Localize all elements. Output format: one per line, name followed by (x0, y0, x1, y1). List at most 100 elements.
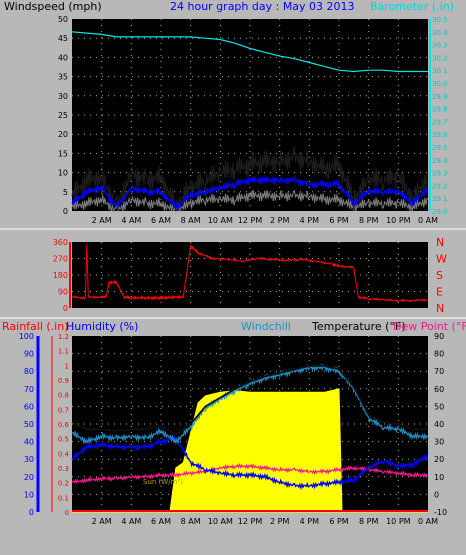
humidity-tick-label: 60 (24, 402, 34, 411)
temperature-tick-label: 90 (434, 332, 444, 341)
time-tick-label: 8 AM (181, 216, 201, 225)
compass-label: W (436, 253, 447, 266)
humidity-line (71, 434, 428, 490)
barometer-tick-label: 29.3 (432, 170, 448, 178)
time-tick-label: 4 AM (121, 517, 141, 526)
humidity-tick-label: 0 (29, 508, 34, 517)
windspeed-axis-label: Windspeed (mph) (4, 0, 102, 13)
windspeed-tick-label: 20 (58, 130, 68, 139)
windspeed-tick-label: 30 (58, 92, 68, 101)
rainfall-tick-label: 0.6 (58, 421, 70, 429)
humidity-tick-label: 30 (24, 455, 34, 464)
barometer-tick-label: 29.5 (432, 144, 448, 152)
time-tick-label: 4 PM (300, 216, 319, 225)
rainfall-tick-label: 0.3 (58, 465, 69, 473)
humidity-tick-label: 80 (24, 367, 34, 376)
rainfall-axis-label: Rainfall (.in) (2, 320, 69, 333)
rainfall-tick-label: 0.7 (58, 406, 69, 414)
time-tick-label: 2 AM (92, 517, 112, 526)
wind-gust-line (71, 145, 429, 212)
humidity-tick-label: 10 (24, 490, 34, 499)
barometer-tick-label: 29.2 (432, 182, 448, 190)
direction-tick-label: 360 (53, 238, 68, 247)
windspeed-tick-label: 25 (58, 111, 68, 120)
direction-tick-label: 180 (53, 271, 68, 280)
windspeed-tick-label: 10 (58, 169, 68, 178)
windspeed-tick-label: 0 (63, 207, 68, 216)
temperature-tick-label: 70 (434, 367, 444, 376)
direction-tick-label: 0 (63, 304, 68, 313)
time-tick-label: 8 AM (181, 517, 201, 526)
time-tick-label: 12 PM (238, 517, 263, 526)
barometer-tick-label: 30.0 (432, 80, 448, 88)
humidity-tick-label: 100 (19, 332, 34, 341)
rainfall-tick-label: 1.2 (58, 333, 69, 341)
wind-average-line (71, 176, 428, 211)
time-tick-label: 0 AM (418, 517, 438, 526)
time-tick-label: 10 PM (386, 517, 411, 526)
barometer-line (71, 31, 428, 73)
temperature-line (71, 364, 428, 436)
time-tick-label: 6 AM (151, 517, 171, 526)
barometer-tick-label: 30.1 (432, 67, 448, 75)
rainfall-tick-label: 0.5 (58, 436, 69, 444)
compass-label: E (436, 286, 443, 299)
wind-calm-line (71, 189, 429, 213)
time-tick-label: 6 PM (329, 517, 348, 526)
humidity-axis-label: Humidity (%) (66, 320, 138, 333)
windspeed-tick-label: 40 (58, 53, 68, 62)
time-tick-label: 10 AM (208, 517, 233, 526)
compass-label: S (436, 269, 443, 282)
barometer-tick-label: 30.3 (432, 42, 448, 50)
barometer-tick-label: 29.7 (432, 118, 448, 126)
dewpoint-legend: Dew Point (°F) (393, 320, 466, 333)
windspeed-tick-label: 45 (58, 34, 68, 43)
humidity-tick-label: 40 (24, 438, 34, 447)
time-tick-label: 10 AM (208, 216, 233, 225)
humidity-tick-label: 70 (24, 385, 34, 394)
direction-tick-label: 90 (58, 288, 68, 297)
time-tick-label: 4 AM (121, 216, 141, 225)
temperature-tick-label: 0 (434, 490, 439, 499)
windspeed-tick-label: 15 (58, 149, 68, 158)
compass-label: N (436, 302, 444, 315)
barometer-axis-label: Barometer (.in) (370, 0, 454, 13)
barometer-tick-label: 29.6 (432, 131, 448, 139)
rainfall-tick-label: 0.8 (58, 392, 69, 400)
rainfall-tick-label: 1.1 (58, 348, 69, 356)
rainfall-tick-label: 0.2 (58, 480, 69, 488)
windspeed-tick-label: 5 (63, 188, 68, 197)
direction-tick-label: 270 (53, 255, 68, 264)
compass-label: N (436, 236, 444, 249)
temperature-tick-label: 20 (434, 455, 444, 464)
temperature-tick-label: -10 (434, 508, 447, 517)
time-tick-label: 6 PM (329, 216, 348, 225)
windchill-legend: Windchill (241, 320, 291, 333)
barometer-tick-label: 29.9 (432, 93, 448, 101)
windchill-line (71, 363, 429, 445)
time-tick-label: 2 PM (270, 216, 289, 225)
rainfall-tick-label: 0.1 (58, 494, 69, 502)
humidity-tick-label: 20 (24, 473, 34, 482)
dewpoint-line (71, 462, 429, 485)
time-tick-label: 4 PM (300, 517, 319, 526)
sun-label: Sun (W/m²) (143, 478, 183, 486)
humidity-tick-label: 50 (24, 420, 34, 429)
temperature-axis-label: Temperature (°F) (311, 320, 406, 333)
time-tick-label: 2 AM (92, 216, 112, 225)
temperature-tick-label: 60 (434, 385, 444, 394)
temperature-tick-label: 80 (434, 350, 444, 359)
temperature-tick-label: 50 (434, 402, 444, 411)
humidity-tick-label: 90 (24, 350, 34, 359)
windspeed-tick-label: 50 (58, 15, 68, 24)
barometer-tick-label: 29.1 (432, 195, 448, 203)
time-tick-label: 0 AM (418, 216, 438, 225)
time-tick-label: 12 PM (238, 216, 263, 225)
rainfall-tick-label: 0.4 (58, 450, 70, 458)
temperature-tick-label: 40 (434, 420, 444, 429)
temperature-tick-label: 30 (434, 438, 444, 447)
barometer-tick-label: 30.2 (432, 54, 448, 62)
barometer-tick-label: 29.0 (432, 208, 448, 216)
time-tick-label: 8 PM (359, 517, 378, 526)
